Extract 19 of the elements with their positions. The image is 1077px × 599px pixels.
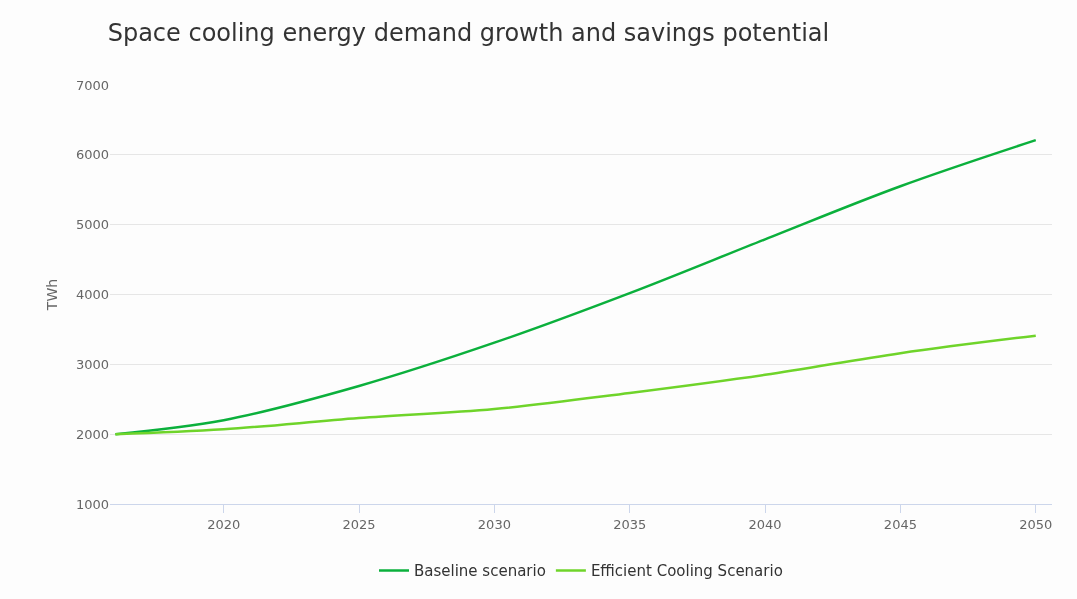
x-tick-label: 2020 (207, 516, 241, 532)
x-tick-label: 2030 (477, 516, 511, 532)
legend-label: Efficient Cooling Scenario (590, 562, 783, 581)
x-tick-label: 2045 (883, 516, 917, 532)
line-series (114, 334, 1038, 436)
y-tick-label: 5000 (75, 217, 109, 233)
y-tick-label: 2000 (75, 426, 109, 442)
x-tick-label: 2050 (1019, 516, 1053, 532)
y-tick-label: 3000 (75, 356, 109, 372)
x-tick-label: 2025 (342, 516, 376, 532)
x-tick-label: 2040 (748, 516, 782, 532)
legend-label: Baseline scenario (414, 562, 546, 581)
y-tick-label: 6000 (75, 147, 109, 163)
y-axis-title: TWh (43, 278, 60, 312)
y-tick-label: 7000 (75, 77, 109, 93)
y-tick-label: 1000 (75, 496, 109, 512)
x-tick-label: 2035 (613, 516, 647, 532)
y-tick-label: 4000 (75, 287, 109, 303)
chart-title: Space cooling energy demand growth and savings potential (107, 18, 830, 47)
